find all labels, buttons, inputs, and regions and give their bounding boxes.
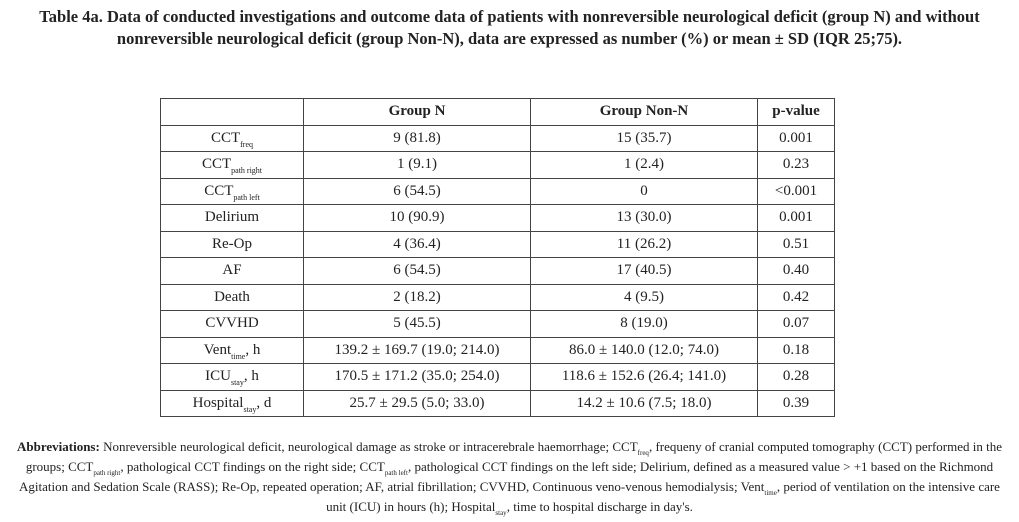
abbr-sub-4: time [764, 489, 777, 497]
cell-group-n: 25.7 ± 29.5 (5.0; 33.0) [303, 389, 531, 417]
table-row: Venttime, h 139.2 ± 169.7 (19.0; 214.0) 86… [160, 336, 835, 364]
cell-group-non-n: 8 (19.0) [530, 310, 758, 338]
header-group-non-n: Group Non-N [530, 98, 758, 126]
cell-group-non-n: 13 (30.0) [530, 204, 758, 232]
cell-group-non-n: 11 (26.2) [530, 230, 758, 258]
row-label-unit: , h [243, 368, 259, 385]
cell-group-n: 9 (81.8) [303, 124, 531, 152]
row-label: ICU [205, 368, 231, 385]
header-group-n: Group N [303, 98, 531, 126]
cell-group-non-n: 0 [530, 177, 758, 205]
row-label: AF [222, 262, 242, 279]
cell-p-value: 0.001 [757, 124, 835, 152]
row-label-subscript: freq [240, 139, 254, 149]
cell-p-value: 0.18 [757, 336, 835, 364]
header-p-value: p-value [757, 98, 835, 126]
row-label-cell: AF [160, 257, 304, 285]
abbr-sub-5: stay [495, 509, 507, 517]
row-label-subscript: stay [243, 404, 257, 414]
cell-group-non-n: 17 (40.5) [530, 257, 758, 285]
row-label-cell: CVVHD [160, 310, 304, 338]
table-row: CCTpath right 1 (9.1) 1 (2.4) 0.23 [160, 151, 835, 179]
abbr-text-1: Nonreversible neurological deficit, neur… [99, 439, 638, 454]
table-row: CCTfreq 9 (81.8) 15 (35.7) 0.001 [160, 124, 835, 152]
row-label: Hospital [192, 394, 244, 411]
row-label-cell: CCTpath right [160, 151, 304, 179]
row-label-cell: Re-Op [160, 230, 304, 258]
row-label: Re-Op [212, 235, 252, 252]
table-header-row: Group N Group Non-N p-value [160, 98, 835, 126]
header-blank [160, 98, 304, 126]
cell-group-non-n: 15 (35.7) [530, 124, 758, 152]
cell-p-value: 0.51 [757, 230, 835, 258]
row-label-cell: Hospitalstay, d [160, 389, 304, 417]
row-label-subscript: path left [233, 192, 260, 202]
row-label: Death [214, 288, 250, 305]
row-label-cell: CCTpath left [160, 177, 304, 205]
cell-group-n: 5 (45.5) [303, 310, 531, 338]
cell-group-n: 1 (9.1) [303, 151, 531, 179]
abbr-text-4: , pathological CCT findings on the left … [19, 459, 994, 494]
table-row: ICUstay, h 170.5 ± 171.2 (35.0; 254.0) 118… [160, 363, 835, 391]
table-caption: Table 4a. Data of conducted investigatio… [39, 7, 980, 48]
table-row: Death 2 (18.2) 4 (9.5) 0.42 [160, 283, 835, 311]
row-label-cell: CCTfreq [160, 124, 304, 152]
row-label: CCT [204, 182, 234, 199]
cell-group-non-n: 14.2 ± 10.6 (7.5; 18.0) [530, 389, 758, 417]
row-label-unit: , d [256, 394, 272, 411]
row-label-subscript: time [231, 351, 246, 361]
row-label: Delirium [204, 209, 260, 226]
cell-group-n: 6 (54.5) [303, 257, 531, 285]
row-label: Vent [203, 341, 232, 358]
row-label-cell: Venttime, h [160, 336, 304, 364]
cell-p-value: <0.001 [757, 177, 835, 205]
abbreviations-note: Abbreviations: Nonreversible neurologica… [8, 437, 1011, 517]
table-row: AF 6 (54.5) 17 (40.5) 0.40 [160, 257, 835, 285]
table-row: Delirium 10 (90.9) 13 (30.0) 0.001 [160, 204, 835, 232]
cell-p-value: 0.39 [757, 389, 835, 417]
cell-group-non-n: 86.0 ± 140.0 (12.0; 74.0) [530, 336, 758, 364]
cell-group-n: 170.5 ± 171.2 (35.0; 254.0) [303, 363, 531, 391]
cell-p-value: 0.23 [757, 151, 835, 179]
abbr-sub-1: freq [637, 449, 649, 457]
row-label-cell: Delirium [160, 204, 304, 232]
row-label: CCT [210, 129, 241, 146]
row-label: CVVHD [205, 315, 259, 332]
row-label-unit: , h [245, 341, 261, 358]
cell-p-value: 0.42 [757, 283, 835, 311]
table-row: Hospitalstay, d 25.7 ± 29.5 (5.0; 33.0) 14… [160, 389, 835, 417]
cell-group-n: 139.2 ± 169.7 (19.0; 214.0) [303, 336, 531, 364]
table-row: CCTpath left 6 (54.5) 0 <0.001 [160, 177, 835, 205]
cell-p-value: 0.07 [757, 310, 835, 338]
abbr-text-2: , frequeny of cranial computed tomograph… [25, 439, 1002, 474]
row-label-subscript: path right [231, 166, 263, 176]
row-label: CCT [201, 156, 232, 173]
cell-p-value: 0.28 [757, 363, 835, 391]
row-label-cell: ICUstay, h [160, 363, 304, 391]
cell-group-non-n: 1 (2.4) [530, 151, 758, 179]
row-label-subscript: stay [230, 378, 244, 388]
cell-p-value: 0.40 [757, 257, 835, 285]
abbr-sub-2: path right [93, 469, 121, 477]
cell-group-non-n: 118.6 ± 152.6 (26.4; 141.0) [530, 363, 758, 391]
abbr-sub-3: path left [384, 469, 408, 477]
cell-p-value: 0.001 [757, 204, 835, 232]
cell-group-non-n: 4 (9.5) [530, 283, 758, 311]
cell-group-n: 6 (54.5) [303, 177, 531, 205]
cell-group-n: 10 (90.9) [303, 204, 531, 232]
row-label-cell: Death [160, 283, 304, 311]
abbr-text-3: , pathological CCT findings on the right… [120, 459, 385, 474]
cell-group-n: 2 (18.2) [303, 283, 531, 311]
table-row: CVVHD 5 (45.5) 8 (19.0) 0.07 [160, 310, 835, 338]
cell-group-n: 4 (36.4) [303, 230, 531, 258]
data-table: Group N Group Non-N p-value CCTfreq 9 (81… [160, 98, 835, 417]
abbreviations-heading: Abbreviations: [16, 439, 100, 454]
table-body: CCTfreq 9 (81.8) 15 (35.7) 0.001 CCTpath rig… [160, 124, 835, 417]
abbr-text-5: , period of ventilation on the intensive… [326, 479, 1000, 514]
abbr-text-6: , time to hospital discharge in day's. [506, 499, 693, 514]
table-row: Re-Op 4 (36.4) 11 (26.2) 0.51 [160, 230, 835, 258]
